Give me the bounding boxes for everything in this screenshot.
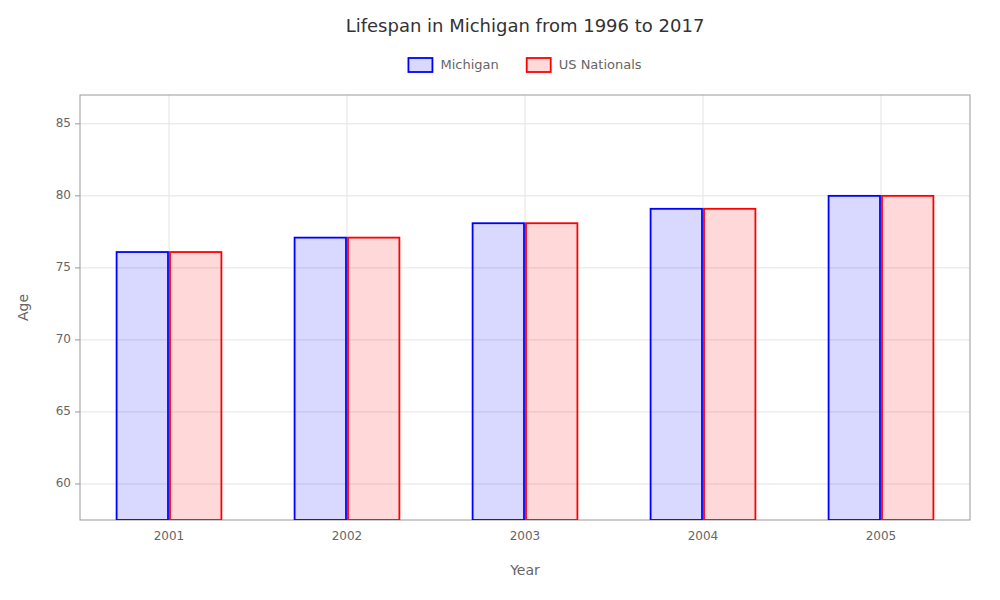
x-tick-label: 2003: [510, 529, 541, 543]
y-tick-label: 60: [56, 476, 71, 490]
legend-swatch: [408, 58, 432, 72]
y-tick: [75, 267, 80, 268]
y-tick-label: 70: [56, 332, 71, 346]
legend-label: Michigan: [440, 57, 498, 72]
bar: [704, 209, 755, 520]
y-tick-label: 75: [56, 260, 71, 274]
bar: [473, 223, 524, 520]
bar: [348, 238, 399, 520]
x-tick-label: 2001: [154, 529, 185, 543]
plot-frame: [80, 95, 970, 520]
bar: [882, 196, 933, 520]
x-axis-label: Year: [509, 562, 540, 578]
x-tick-label: 2005: [866, 529, 897, 543]
y-tick: [75, 195, 80, 196]
y-tick: [75, 339, 80, 340]
legend: Michigan US Nationals: [408, 57, 641, 73]
bar: [651, 209, 702, 520]
y-tick: [75, 411, 80, 412]
legend-item: US Nationals: [527, 57, 642, 73]
grid: [80, 95, 970, 520]
axes: 60 65 70 75 80 85 2001 2002 2003 2004 2005: [56, 116, 897, 543]
chart-container: 60 65 70 75 80 85 2001 2002 2003 2004 2005 Lifespan…: [0, 0, 1000, 600]
chart: 60 65 70 75 80 85 2001 2002 2003 2004 2005 Lifespan…: [0, 0, 1000, 600]
x-tick-label: 2002: [332, 529, 363, 543]
x-tick-label: 2004: [688, 529, 719, 543]
y-tick: [75, 483, 80, 484]
bar: [295, 238, 346, 520]
bars: [117, 196, 934, 520]
legend-swatch: [527, 58, 551, 72]
bar: [117, 252, 168, 520]
y-tick: [75, 123, 80, 124]
y-tick-label: 85: [56, 116, 71, 130]
bar: [170, 252, 221, 520]
bar: [526, 223, 577, 520]
y-axis-label: Age: [15, 294, 31, 321]
title: Lifespan in Michigan from 1996 to 2017: [346, 15, 705, 36]
y-tick-label: 65: [56, 404, 71, 418]
bar: [829, 196, 880, 520]
y-tick-label: 80: [56, 188, 71, 202]
legend-item: Michigan: [408, 57, 498, 73]
legend-label: US Nationals: [559, 57, 642, 72]
